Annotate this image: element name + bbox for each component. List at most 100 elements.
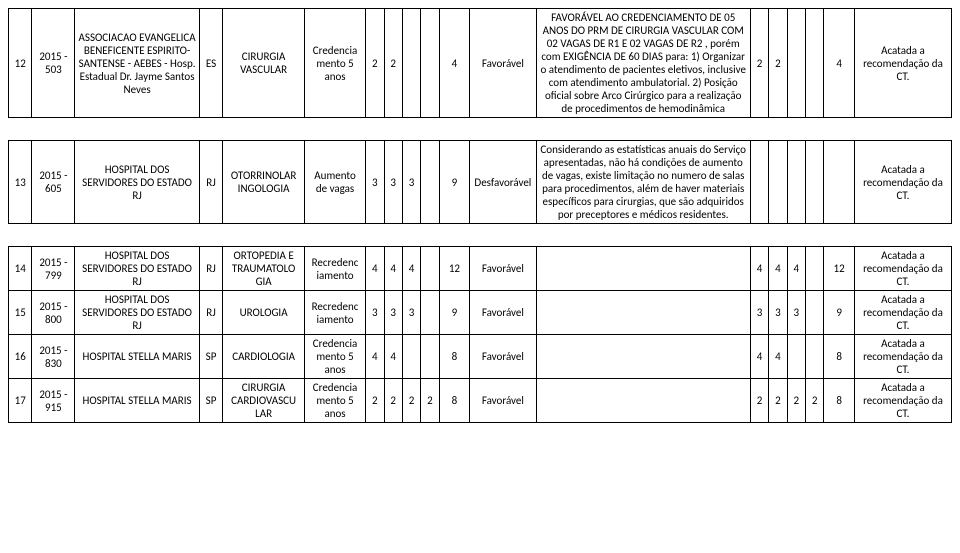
table-cell <box>402 335 420 379</box>
table-cell: 3 <box>402 291 420 335</box>
table-cell: Favorável <box>470 291 536 335</box>
table-cell: 9 <box>439 291 470 335</box>
table-cell <box>805 335 823 379</box>
table-cell: UROLOGIA <box>223 291 305 335</box>
table-cell: 4 <box>384 247 402 291</box>
table-spacer <box>9 118 952 141</box>
table-cell: Recredenc iamento <box>304 247 365 291</box>
table-cell: Acatada a recomendação da CT. <box>854 379 951 423</box>
table-cell: 2 <box>421 379 439 423</box>
table-cell: 8 <box>824 379 855 423</box>
table-cell: 4 <box>366 335 384 379</box>
table-cell: 2015 - 800 <box>32 291 75 335</box>
table-cell: Acatada a recomendação da CT. <box>854 335 951 379</box>
table-row: 142015 - 799HOSPITAL DOS SERVIDORES DO E… <box>9 247 952 291</box>
table-cell: SP <box>199 379 222 423</box>
table-cell <box>787 335 805 379</box>
table-cell: 8 <box>439 335 470 379</box>
table-cell: 2 <box>384 9 402 118</box>
table-cell <box>769 141 787 224</box>
table-cell: HOSPITAL DOS SERVIDORES DO ESTADO RJ <box>75 141 200 224</box>
table-cell: 2 <box>366 379 384 423</box>
table-cell: HOSPITAL STELLA MARIS <box>75 379 200 423</box>
table-cell: 9 <box>439 141 470 224</box>
table-cell: 4 <box>824 9 855 118</box>
table-cell: SP <box>199 335 222 379</box>
table-row: 172015 - 915HOSPITAL STELLA MARISSPCIRUR… <box>9 379 952 423</box>
table-cell <box>421 291 439 335</box>
table-cell: 4 <box>787 247 805 291</box>
table-cell: 3 <box>402 141 420 224</box>
table-cell: Acatada a recomendação da CT. <box>854 141 951 224</box>
table-spacer <box>9 224 952 247</box>
table-cell: HOSPITAL DOS SERVIDORES DO ESTADO RJ <box>75 291 200 335</box>
table-cell: 2015 - 605 <box>32 141 75 224</box>
table-cell: Credencia mento 5 anos <box>304 335 365 379</box>
table-row: 152015 - 800HOSPITAL DOS SERVIDORES DO E… <box>9 291 952 335</box>
table-cell: 12 <box>824 247 855 291</box>
table-cell: 12 <box>9 9 32 118</box>
table-cell <box>421 141 439 224</box>
table-cell: ES <box>199 9 222 118</box>
table-cell <box>787 9 805 118</box>
table-cell: 2 <box>787 379 805 423</box>
table-cell <box>536 247 750 291</box>
table-cell: Credencia mento 5 anos <box>304 9 365 118</box>
table-cell: 2 <box>805 379 823 423</box>
table-cell: OTORRINOLAR INGOLOGIA <box>223 141 305 224</box>
table-cell: Favorável <box>470 379 536 423</box>
table-cell: 9 <box>824 291 855 335</box>
table-cell <box>824 141 855 224</box>
table-cell: 2015 - 830 <box>32 335 75 379</box>
table-row: 162015 - 830HOSPITAL STELLA MARISSPCARDI… <box>9 335 952 379</box>
table-cell <box>750 141 768 224</box>
table-cell: 4 <box>750 247 768 291</box>
table-cell: Favorável <box>470 335 536 379</box>
table-cell: ASSOCIACAO EVANGELICA BENEFICENTE ESPIRI… <box>75 9 200 118</box>
table-cell: CIRURGIA VASCULAR <box>223 9 305 118</box>
table-cell: Considerando as estatísticas anuais do S… <box>536 141 750 224</box>
table-cell: Acatada a recomendação da CT. <box>854 247 951 291</box>
table-cell <box>805 9 823 118</box>
table-cell: RJ <box>199 247 222 291</box>
table-cell: RJ <box>199 291 222 335</box>
table-cell: 2015 - 503 <box>32 9 75 118</box>
table-cell: Aumento de vagas <box>304 141 365 224</box>
table-row: 132015 - 605HOSPITAL DOS SERVIDORES DO E… <box>9 141 952 224</box>
table-cell: 16 <box>9 335 32 379</box>
table-cell: Favorável <box>470 9 536 118</box>
table-cell: 8 <box>439 379 470 423</box>
table-cell: 12 <box>439 247 470 291</box>
table-cell: HOSPITAL STELLA MARIS <box>75 335 200 379</box>
table-cell: 4 <box>769 247 787 291</box>
table-cell: 4 <box>366 247 384 291</box>
table-cell <box>536 335 750 379</box>
table-cell: Recredenc iamento <box>304 291 365 335</box>
table-cell: CIRURGIA CARDIOVASCU LAR <box>223 379 305 423</box>
table-cell: Desfavorável <box>470 141 536 224</box>
table-cell: 4 <box>402 247 420 291</box>
table-cell: 2 <box>750 379 768 423</box>
table-cell <box>787 141 805 224</box>
table-cell: 2 <box>384 379 402 423</box>
table-cell: ORTOPEDIA E TRAUMATOLO GIA <box>223 247 305 291</box>
table-cell: 3 <box>384 291 402 335</box>
table-cell: 2 <box>366 9 384 118</box>
table-cell: 15 <box>9 291 32 335</box>
table-cell <box>536 291 750 335</box>
table-cell: 4 <box>769 335 787 379</box>
table-cell <box>421 335 439 379</box>
table-cell: 3 <box>750 291 768 335</box>
table-cell <box>805 291 823 335</box>
table-cell: 3 <box>769 291 787 335</box>
table-cell <box>536 379 750 423</box>
table-cell: HOSPITAL DOS SERVIDORES DO ESTADO RJ <box>75 247 200 291</box>
table-cell <box>421 247 439 291</box>
table-cell: 2 <box>769 379 787 423</box>
table-cell: RJ <box>199 141 222 224</box>
table-cell: 13 <box>9 141 32 224</box>
table-cell: 14 <box>9 247 32 291</box>
table-cell: Acatada a recomendação da CT. <box>854 291 951 335</box>
table-cell: 17 <box>9 379 32 423</box>
table-cell: 3 <box>366 291 384 335</box>
